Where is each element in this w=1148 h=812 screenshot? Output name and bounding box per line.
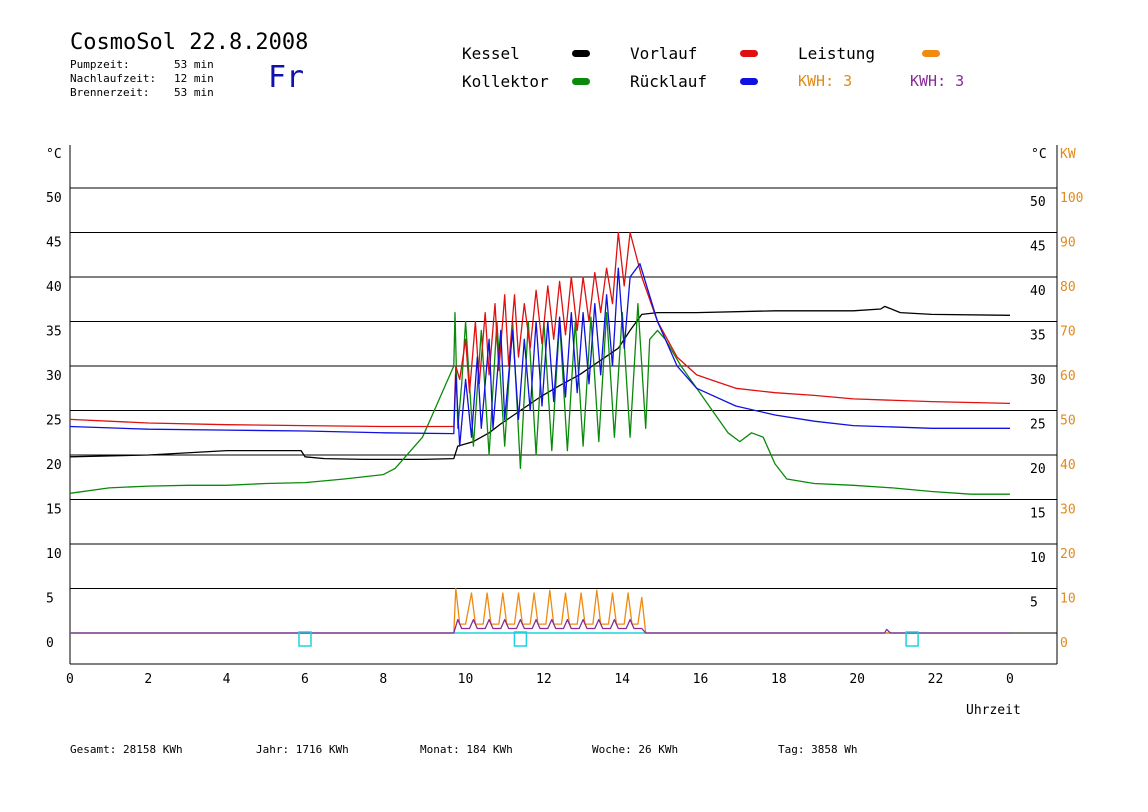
series-lines [69, 231, 1011, 634]
y-tick-left: 10 [46, 547, 62, 562]
y-axis-label-kw: KW [1060, 147, 1076, 162]
series-line-3 [69, 263, 1010, 447]
x-tick: 0 [66, 672, 74, 687]
y-tick-kw: 80 [1060, 280, 1076, 295]
x-tick: 10 [458, 672, 474, 687]
y-tick-right: 25 [1030, 418, 1046, 433]
y-tick-right: 40 [1030, 284, 1046, 299]
info-row-nachlaufzeit: Nachlaufzeit: 12 min [70, 72, 214, 85]
x-tick: 14 [614, 672, 630, 687]
legend-swatch-ruecklauf [740, 78, 758, 85]
x-tick: 22 [928, 672, 944, 687]
x-axis-label: Uhrzeit [966, 703, 1021, 718]
y-tick-kw: 60 [1060, 369, 1076, 384]
footer-monat: Monat: 184 KWh [420, 743, 513, 756]
kwh-orange-label: KWH: 3 [798, 72, 853, 90]
y-tick-kw: 20 [1060, 547, 1076, 562]
weekday-label: Fr [268, 60, 305, 95]
series-line-1 [69, 303, 1010, 495]
x-tick: 0 [1006, 672, 1014, 687]
y-tick-right: 30 [1030, 373, 1046, 388]
y-tick-right: 20 [1030, 462, 1046, 477]
y-tick-left: 30 [46, 369, 62, 384]
event-marker [905, 631, 919, 647]
y-tick-kw: 0 [1060, 636, 1068, 651]
legend-label-kollektor: Kollektor [462, 72, 549, 91]
series-line-0 [69, 305, 1011, 461]
x-tick: 16 [693, 672, 709, 687]
y-tick-left: 35 [46, 325, 62, 340]
markers [298, 631, 919, 647]
legend-label-vorlauf: Vorlauf [630, 44, 698, 63]
y-axis-label-left: °C [46, 147, 62, 162]
legend-swatch-leistung [922, 50, 940, 57]
legend-label-leistung: Leistung [798, 44, 876, 63]
y-tick-kw: 50 [1060, 414, 1076, 429]
y-tick-right: 15 [1030, 507, 1046, 522]
info-row-pumpzeit: Pumpzeit: 53 min [70, 58, 214, 71]
gridlines [70, 187, 1057, 634]
legend-label-ruecklauf: Rücklauf [630, 72, 708, 91]
info-row-brennerzeit: Brennerzeit: 53 min [70, 86, 214, 99]
y-tick-right: 50 [1030, 195, 1046, 210]
footer-woche: Woche: 26 KWh [592, 743, 679, 756]
axes [69, 145, 1058, 665]
y-tick-kw: 90 [1060, 236, 1076, 251]
x-tick: 20 [849, 672, 865, 687]
y-tick-right: 5 [1030, 596, 1038, 611]
y-tick-right: 45 [1030, 240, 1046, 255]
series-line-5 [70, 618, 1010, 634]
tick-labels: 0510152025303540455051015202530354045500… [46, 191, 1083, 687]
footer-jahr: Jahr: 1716 KWh [256, 743, 349, 756]
x-tick: 2 [144, 672, 152, 687]
legend-swatch-kollektor [572, 78, 590, 85]
y-tick-left: 50 [46, 191, 62, 206]
x-tick: 4 [223, 672, 231, 687]
y-tick-kw: 70 [1060, 325, 1076, 340]
y-tick-left: 45 [46, 236, 62, 251]
y-tick-kw: 40 [1060, 458, 1076, 473]
y-tick-left: 0 [46, 636, 54, 651]
x-tick: 8 [379, 672, 387, 687]
y-tick-left: 20 [46, 458, 62, 473]
series-line-4 [70, 587, 1010, 634]
legend-label-kessel: Kessel [462, 44, 520, 63]
legend-swatch-vorlauf [740, 50, 758, 57]
y-axis-label-right: °C [1031, 147, 1047, 162]
footer-gesamt: Gesamt: 28158 KWh [70, 743, 183, 756]
y-tick-left: 15 [46, 503, 62, 518]
footer-tag: Tag: 3858 Wh [778, 743, 858, 756]
y-tick-kw: 30 [1060, 503, 1076, 518]
x-tick: 6 [301, 672, 309, 687]
y-tick-kw: 100 [1060, 191, 1083, 206]
y-tick-kw: 10 [1060, 592, 1076, 607]
y-tick-left: 25 [46, 414, 62, 429]
info-block: Pumpzeit: 53 min Nachlaufzeit: 12 min Bren… [70, 58, 214, 100]
event-marker [513, 631, 528, 647]
page-title: CosmoSol 22.8.2008 [70, 30, 309, 55]
x-tick: 12 [536, 672, 552, 687]
x-tick: 18 [771, 672, 787, 687]
y-tick-left: 40 [46, 280, 62, 295]
kwh-purple-label: KWH: 3 [910, 72, 965, 90]
legend-swatch-kessel [572, 50, 590, 57]
y-tick-left: 5 [46, 592, 54, 607]
event-marker [298, 631, 312, 647]
y-tick-right: 35 [1030, 329, 1046, 344]
y-tick-right: 10 [1030, 551, 1046, 566]
